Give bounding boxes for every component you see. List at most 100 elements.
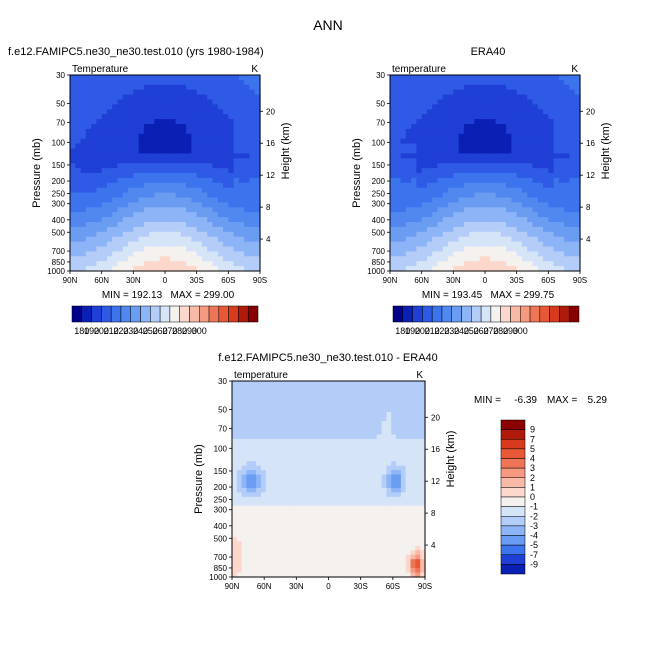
contour-cell [75, 202, 82, 208]
contour-cell [238, 84, 245, 91]
contour-cell [405, 430, 412, 436]
contour-cell [186, 148, 192, 154]
contour-cell [299, 572, 305, 578]
contour-cell [405, 554, 412, 560]
contour-cell [101, 266, 108, 272]
contour-cell [165, 261, 171, 267]
contour-cell [453, 236, 460, 243]
contour-cell [201, 217, 208, 223]
contour-cell [386, 443, 392, 449]
contour-cell [101, 79, 108, 86]
contour-cell [432, 99, 439, 105]
contour-cell [212, 75, 219, 81]
contour-cell [474, 261, 481, 267]
contour-cell [548, 75, 555, 81]
contour-cell [558, 202, 565, 208]
contour-cell [223, 207, 229, 213]
contour-cell [391, 416, 397, 422]
contour-cell [381, 421, 387, 427]
units-label: K [571, 64, 578, 75]
contour-cell [548, 251, 555, 257]
contour-cell [154, 173, 161, 179]
contour-cell [532, 217, 539, 223]
contour-cell [244, 99, 251, 105]
contour-cell [469, 119, 476, 125]
contour-cell [338, 438, 344, 444]
contour-cell [236, 519, 243, 525]
contour-cell [338, 559, 344, 565]
contour-cell [432, 168, 439, 174]
contour-cell [553, 226, 560, 233]
contour-cell [537, 217, 544, 223]
contour-cell [91, 124, 97, 130]
contour-cell [328, 447, 334, 453]
contour-cell [395, 202, 402, 208]
contour-cell [381, 545, 387, 551]
contour-cell [386, 398, 392, 404]
contour-cell [558, 163, 565, 169]
contour-cell [485, 119, 491, 125]
contour-cell [175, 114, 182, 120]
contour-cell [405, 523, 412, 529]
lat-tick-label: 60N [414, 276, 429, 285]
contour-cell [506, 246, 512, 252]
contour-cell [347, 510, 354, 516]
contour-cell [400, 487, 407, 493]
contour-cell [117, 177, 124, 184]
contour-cell [490, 182, 497, 189]
contour-cell [548, 158, 555, 164]
contour-cell [233, 124, 240, 130]
contour-cell [516, 182, 523, 189]
contour-cell [294, 572, 301, 578]
contour-cell [217, 231, 224, 238]
contour-cell [91, 226, 97, 233]
contour-cell [521, 241, 528, 248]
contour-cell [411, 89, 417, 96]
contour-cell [474, 84, 481, 91]
contour-cell [212, 114, 219, 120]
contour-cell [149, 104, 156, 110]
contour-cell [437, 231, 444, 238]
contour-cell [338, 447, 344, 453]
contour-cell [238, 153, 245, 159]
contour-cell [260, 479, 267, 485]
contour-cell [432, 104, 439, 110]
contour-cell [463, 168, 470, 174]
contour-cell [275, 465, 281, 471]
contour-cell [569, 75, 576, 81]
contour-cell [516, 261, 523, 267]
contour-cell [191, 143, 198, 150]
contour-cell [294, 421, 301, 427]
contour-cell [70, 177, 76, 184]
contour-cell [415, 487, 421, 493]
contour-cell [241, 528, 248, 534]
contour-cell [415, 421, 421, 427]
contour-cell [442, 163, 449, 169]
contour-cell [442, 251, 449, 257]
contour-cell [543, 94, 549, 101]
height-tick-label: 16 [266, 139, 275, 148]
contour-cell [207, 94, 214, 101]
contour-cell [564, 236, 571, 243]
contour-cell [553, 231, 560, 238]
contour-cell [521, 109, 528, 115]
contour-cell [323, 389, 330, 395]
contour-cell [165, 222, 171, 228]
contour-cell [532, 153, 539, 159]
contour-cell [128, 109, 134, 115]
contour-cell [405, 124, 412, 130]
contour-cell [265, 456, 272, 462]
contour-cell [112, 197, 119, 203]
colorbar-swatch [218, 305, 229, 323]
contour-cell [260, 407, 267, 413]
contour-cell [228, 212, 235, 218]
contour-cell [432, 187, 439, 194]
contour-cell [400, 256, 407, 262]
contour-cell [463, 133, 470, 140]
contour-cell [260, 532, 267, 538]
contour-cell [285, 438, 291, 444]
contour-cell [463, 236, 470, 243]
contour-cell [453, 222, 460, 228]
contour-cell [207, 133, 214, 140]
contour-cell [112, 79, 119, 86]
